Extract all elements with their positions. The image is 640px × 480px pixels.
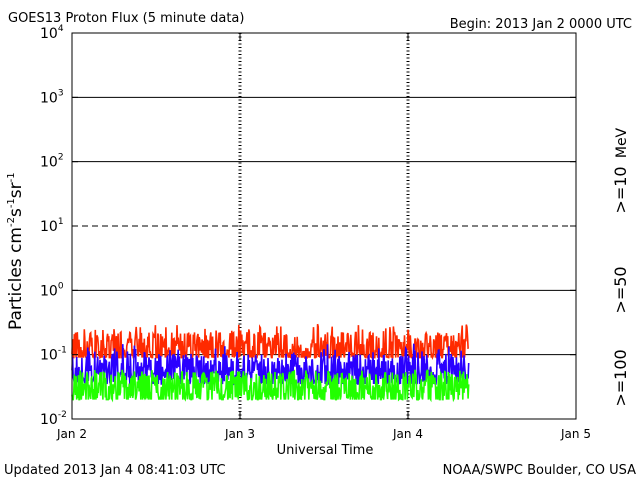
chart-title: GOES13 Proton Flux (5 minute data) (8, 11, 244, 26)
y-tick-label: 10-2 (40, 410, 67, 428)
y-tick-labels: 10-2 10-1 100 101 102 103 104 (40, 24, 576, 428)
credit-label: NOAA/SWPC Boulder, CO USA (443, 463, 636, 478)
series-label-ge100: >=100 (611, 349, 630, 406)
series-label-ge50: >=50 (611, 266, 630, 313)
y-axis-label: Particles cm-2s-1sr-1 (6, 172, 26, 330)
energy-unit-label: MeV (614, 127, 630, 158)
y-tick-label: 101 (40, 217, 64, 235)
series-line-ge10 (71, 323, 469, 361)
y-tick-label: 100 (40, 281, 64, 299)
x-tick-label: Jan 5 (560, 427, 591, 441)
series-label-ge10: >=10 (611, 166, 630, 213)
y-tick-label: 10-1 (40, 346, 67, 364)
y-tick-label: 102 (40, 153, 64, 171)
x-tick-label: Jan 2 (56, 427, 87, 441)
day-dividers (238, 33, 410, 419)
svg-text:Particles cm-2s-1sr-1: Particles cm-2s-1sr-1 (6, 172, 26, 330)
y-tick-label: 104 (40, 24, 64, 42)
x-tick-label: Jan 4 (392, 427, 423, 441)
series-layer (71, 323, 470, 403)
x-tick-labels: Jan 2 Jan 3 Jan 4 Jan 5 (56, 33, 591, 441)
y-tick-label: 103 (40, 88, 64, 106)
x-tick-label: Jan 3 (224, 427, 255, 441)
grid-lines (72, 96, 576, 356)
updated-timestamp: Updated 2013 Jan 4 08:41:03 UTC (4, 463, 226, 478)
x-axis-label: Universal Time (277, 443, 374, 458)
series-line-ge100 (71, 369, 470, 403)
begin-date: Begin: 2013 Jan 2 0000 UTC (450, 17, 632, 32)
